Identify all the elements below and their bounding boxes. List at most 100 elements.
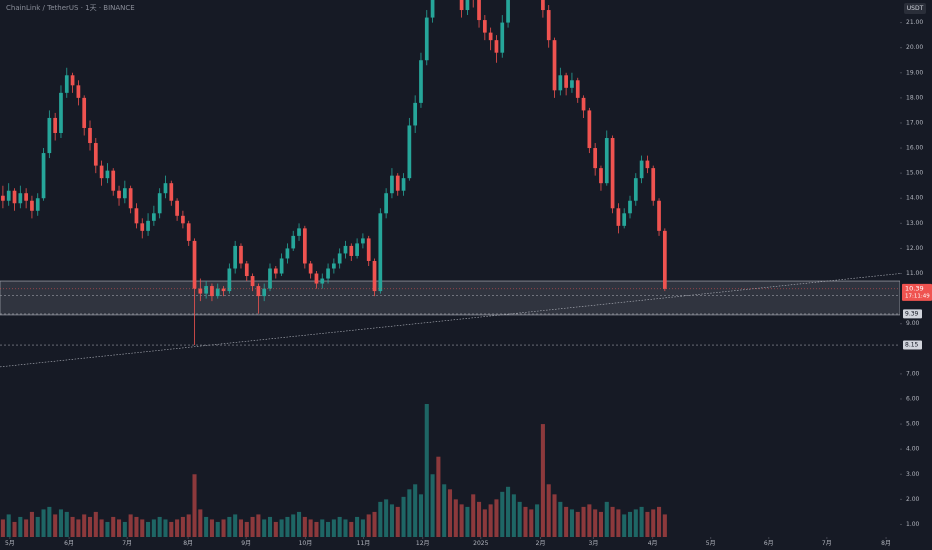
- y-tick-label: 12.00: [906, 245, 923, 252]
- volume-bar: [64, 511, 69, 537]
- candle-body: [506, 0, 510, 23]
- candle-body: [639, 160, 644, 179]
- volume-bar: [459, 504, 464, 537]
- candle-body: [256, 286, 261, 297]
- candle-body: [35, 198, 40, 211]
- volume-bar: [349, 521, 354, 537]
- candle-body: [657, 200, 661, 231]
- candle-body: [204, 286, 208, 294]
- candle-body: [163, 183, 168, 194]
- candle-body: [372, 260, 377, 292]
- price-label-box: [902, 283, 932, 301]
- x-tick-label: 7月: [822, 540, 832, 547]
- current-price-label: 10.39: [905, 284, 924, 292]
- candle-body: [361, 238, 365, 244]
- y-tick-label: 7.00: [906, 370, 920, 377]
- candle-body: [401, 178, 406, 191]
- candle-body: [581, 97, 586, 111]
- volume-bar: [442, 484, 447, 537]
- volume-bar: [175, 519, 180, 537]
- volume-bar: [477, 501, 482, 537]
- candle-body: [546, 10, 551, 41]
- y-tick-label: 9.00: [906, 320, 920, 327]
- volume-bar: [331, 519, 336, 537]
- candle-body: [395, 175, 400, 191]
- volume-bar: [598, 511, 603, 537]
- volume-bar: [279, 519, 284, 537]
- volume-bar: [633, 509, 638, 537]
- volume-bar: [297, 511, 302, 537]
- volume-bar: [389, 504, 394, 537]
- candle-body: [210, 286, 214, 297]
- volume-bar: [587, 504, 592, 537]
- volume-bar: [564, 506, 569, 537]
- volume-bar: [366, 514, 371, 537]
- candle-body: [564, 75, 568, 88]
- candle-body: [273, 268, 278, 274]
- candle-body: [633, 178, 638, 201]
- candle-body: [227, 268, 232, 292]
- candle-body: [152, 213, 156, 221]
- candle-body: [622, 213, 627, 226]
- volume-bar: [622, 514, 627, 537]
- volume-bar: [215, 521, 220, 537]
- volume-bar: [355, 516, 360, 537]
- volume-bar: [82, 514, 87, 537]
- volume-bar: [233, 514, 238, 537]
- volume-bar: [169, 521, 174, 537]
- y-tick-label: 15.00: [906, 170, 923, 177]
- volume-bar: [535, 504, 540, 537]
- volume-bar: [482, 509, 487, 537]
- candle-body: [157, 193, 162, 214]
- candle-body: [30, 200, 34, 211]
- candle-body: [558, 75, 563, 91]
- volume-bar: [413, 484, 418, 537]
- candle-body: [477, 0, 481, 21]
- candle-body: [105, 170, 110, 179]
- candle-body: [122, 188, 127, 199]
- volume-bar: [395, 506, 400, 537]
- candle-body: [279, 258, 284, 274]
- volume-bar: [93, 511, 98, 537]
- volume-bar: [262, 519, 267, 537]
- candle-body: [610, 138, 615, 209]
- volume-bar: [639, 506, 644, 537]
- candle-body: [419, 60, 423, 103]
- candle-body: [570, 80, 574, 88]
- candle-body: [349, 245, 354, 256]
- candle-body: [99, 165, 104, 179]
- y-tick-label: 3.00: [906, 471, 920, 478]
- volume-bar: [360, 519, 365, 537]
- candle-body: [302, 228, 307, 264]
- candle-body: [215, 288, 220, 297]
- candle-body: [494, 40, 499, 53]
- y-tick-label: 19.00: [906, 69, 923, 76]
- volume-bar: [128, 514, 133, 537]
- volume-bar: [500, 491, 505, 537]
- volume-bar: [122, 521, 127, 537]
- volume-bar: [146, 521, 151, 537]
- candle-body: [297, 228, 301, 236]
- candle-body: [198, 288, 203, 294]
- x-tick-label: 8月: [183, 540, 193, 547]
- volume-bar: [76, 519, 81, 537]
- candle-body: [320, 278, 325, 284]
- candle-body: [181, 215, 185, 224]
- y-tick-label: 17.00: [906, 119, 923, 126]
- volume-bar: [662, 514, 667, 537]
- candle-body: [662, 230, 667, 289]
- volume-bar: [418, 494, 423, 537]
- volume-bar: [546, 484, 551, 537]
- candle-body: [384, 193, 388, 214]
- volume-bar: [285, 516, 290, 537]
- volume-bar: [424, 404, 429, 537]
- x-tick-label: 3月: [589, 540, 599, 547]
- volume-bar: [523, 506, 528, 537]
- volume-bar: [337, 516, 342, 537]
- candle-body: [192, 240, 197, 289]
- volume-bar: [506, 486, 511, 537]
- x-tick-label: 6月: [64, 540, 74, 547]
- volume-bar: [314, 521, 319, 537]
- level-label-box: [903, 340, 922, 350]
